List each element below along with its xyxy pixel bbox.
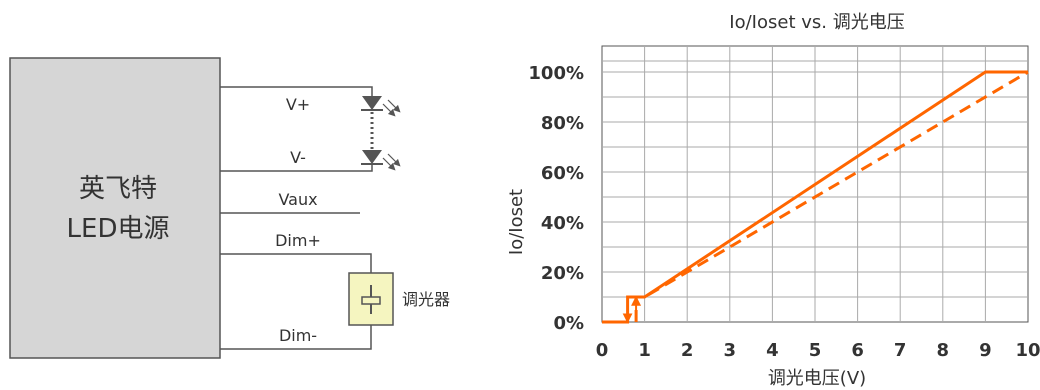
x-tick-label: 8 — [937, 340, 950, 361]
power-supply-label-line1: 英飞特 — [79, 174, 157, 204]
y-tick-label: 100% — [528, 63, 584, 84]
dimminus-label: Dim- — [279, 326, 317, 345]
y-axis-ticks: 0% 20% 40% 60% 80% 100% — [528, 63, 584, 334]
x-tick-label: 1 — [638, 340, 651, 361]
vplus-label: V+ — [286, 95, 310, 114]
chart-series — [602, 70, 1029, 324]
led-icon — [361, 96, 401, 117]
x-tick-label: 2 — [681, 340, 694, 361]
chart-grid — [601, 45, 1029, 323]
vaux-label: Vaux — [278, 190, 317, 209]
vminus-label: V- — [290, 148, 306, 167]
y-tick-label: 80% — [541, 113, 584, 134]
dimming-curve-chart: Io/Ioset vs. 调光电压 调光电压(V) Io/Ioset 0%20%… — [506, 12, 1040, 389]
x-tick-label: 10 — [1015, 340, 1040, 361]
chart-xlabel: 调光电压(V) — [768, 368, 866, 389]
x-tick-label: 5 — [809, 340, 822, 361]
dimmer-label: 调光器 — [402, 290, 450, 309]
led-icon — [361, 150, 401, 171]
dimmer-icon — [348, 272, 394, 326]
x-tick-label: 4 — [766, 340, 779, 361]
vminus-wire — [220, 164, 373, 172]
dimplus-wire — [220, 253, 372, 273]
x-axis-ticks: 0 1 2 3 4 5 6 7 8 9 10 — [596, 340, 1040, 361]
power-supply-label-line2: LED电源 — [67, 214, 170, 244]
x-tick-label: 0 — [596, 340, 609, 361]
wiring-diagram: 英飞特 LED电源 V+ V- Vaux Dim+ — [9, 57, 450, 359]
y-tick-label: 40% — [541, 213, 584, 234]
x-tick-label: 3 — [724, 340, 737, 361]
dimplus-label: Dim+ — [275, 231, 321, 250]
x-tick-label: 9 — [979, 340, 992, 361]
y-tick-label: 60% — [541, 163, 584, 184]
chart-ylabel: Io/Ioset — [506, 189, 527, 255]
x-tick-label: 7 — [894, 340, 907, 361]
y-tick-label: 20% — [541, 263, 584, 284]
dimminus-wire — [220, 325, 372, 350]
chart-title: Io/Ioset vs. 调光电压 — [729, 12, 904, 33]
y-tick-label: 0% — [553, 313, 584, 334]
vplus-wire — [220, 86, 373, 96]
power-supply-box — [9, 57, 221, 359]
x-tick-label: 6 — [851, 340, 864, 361]
